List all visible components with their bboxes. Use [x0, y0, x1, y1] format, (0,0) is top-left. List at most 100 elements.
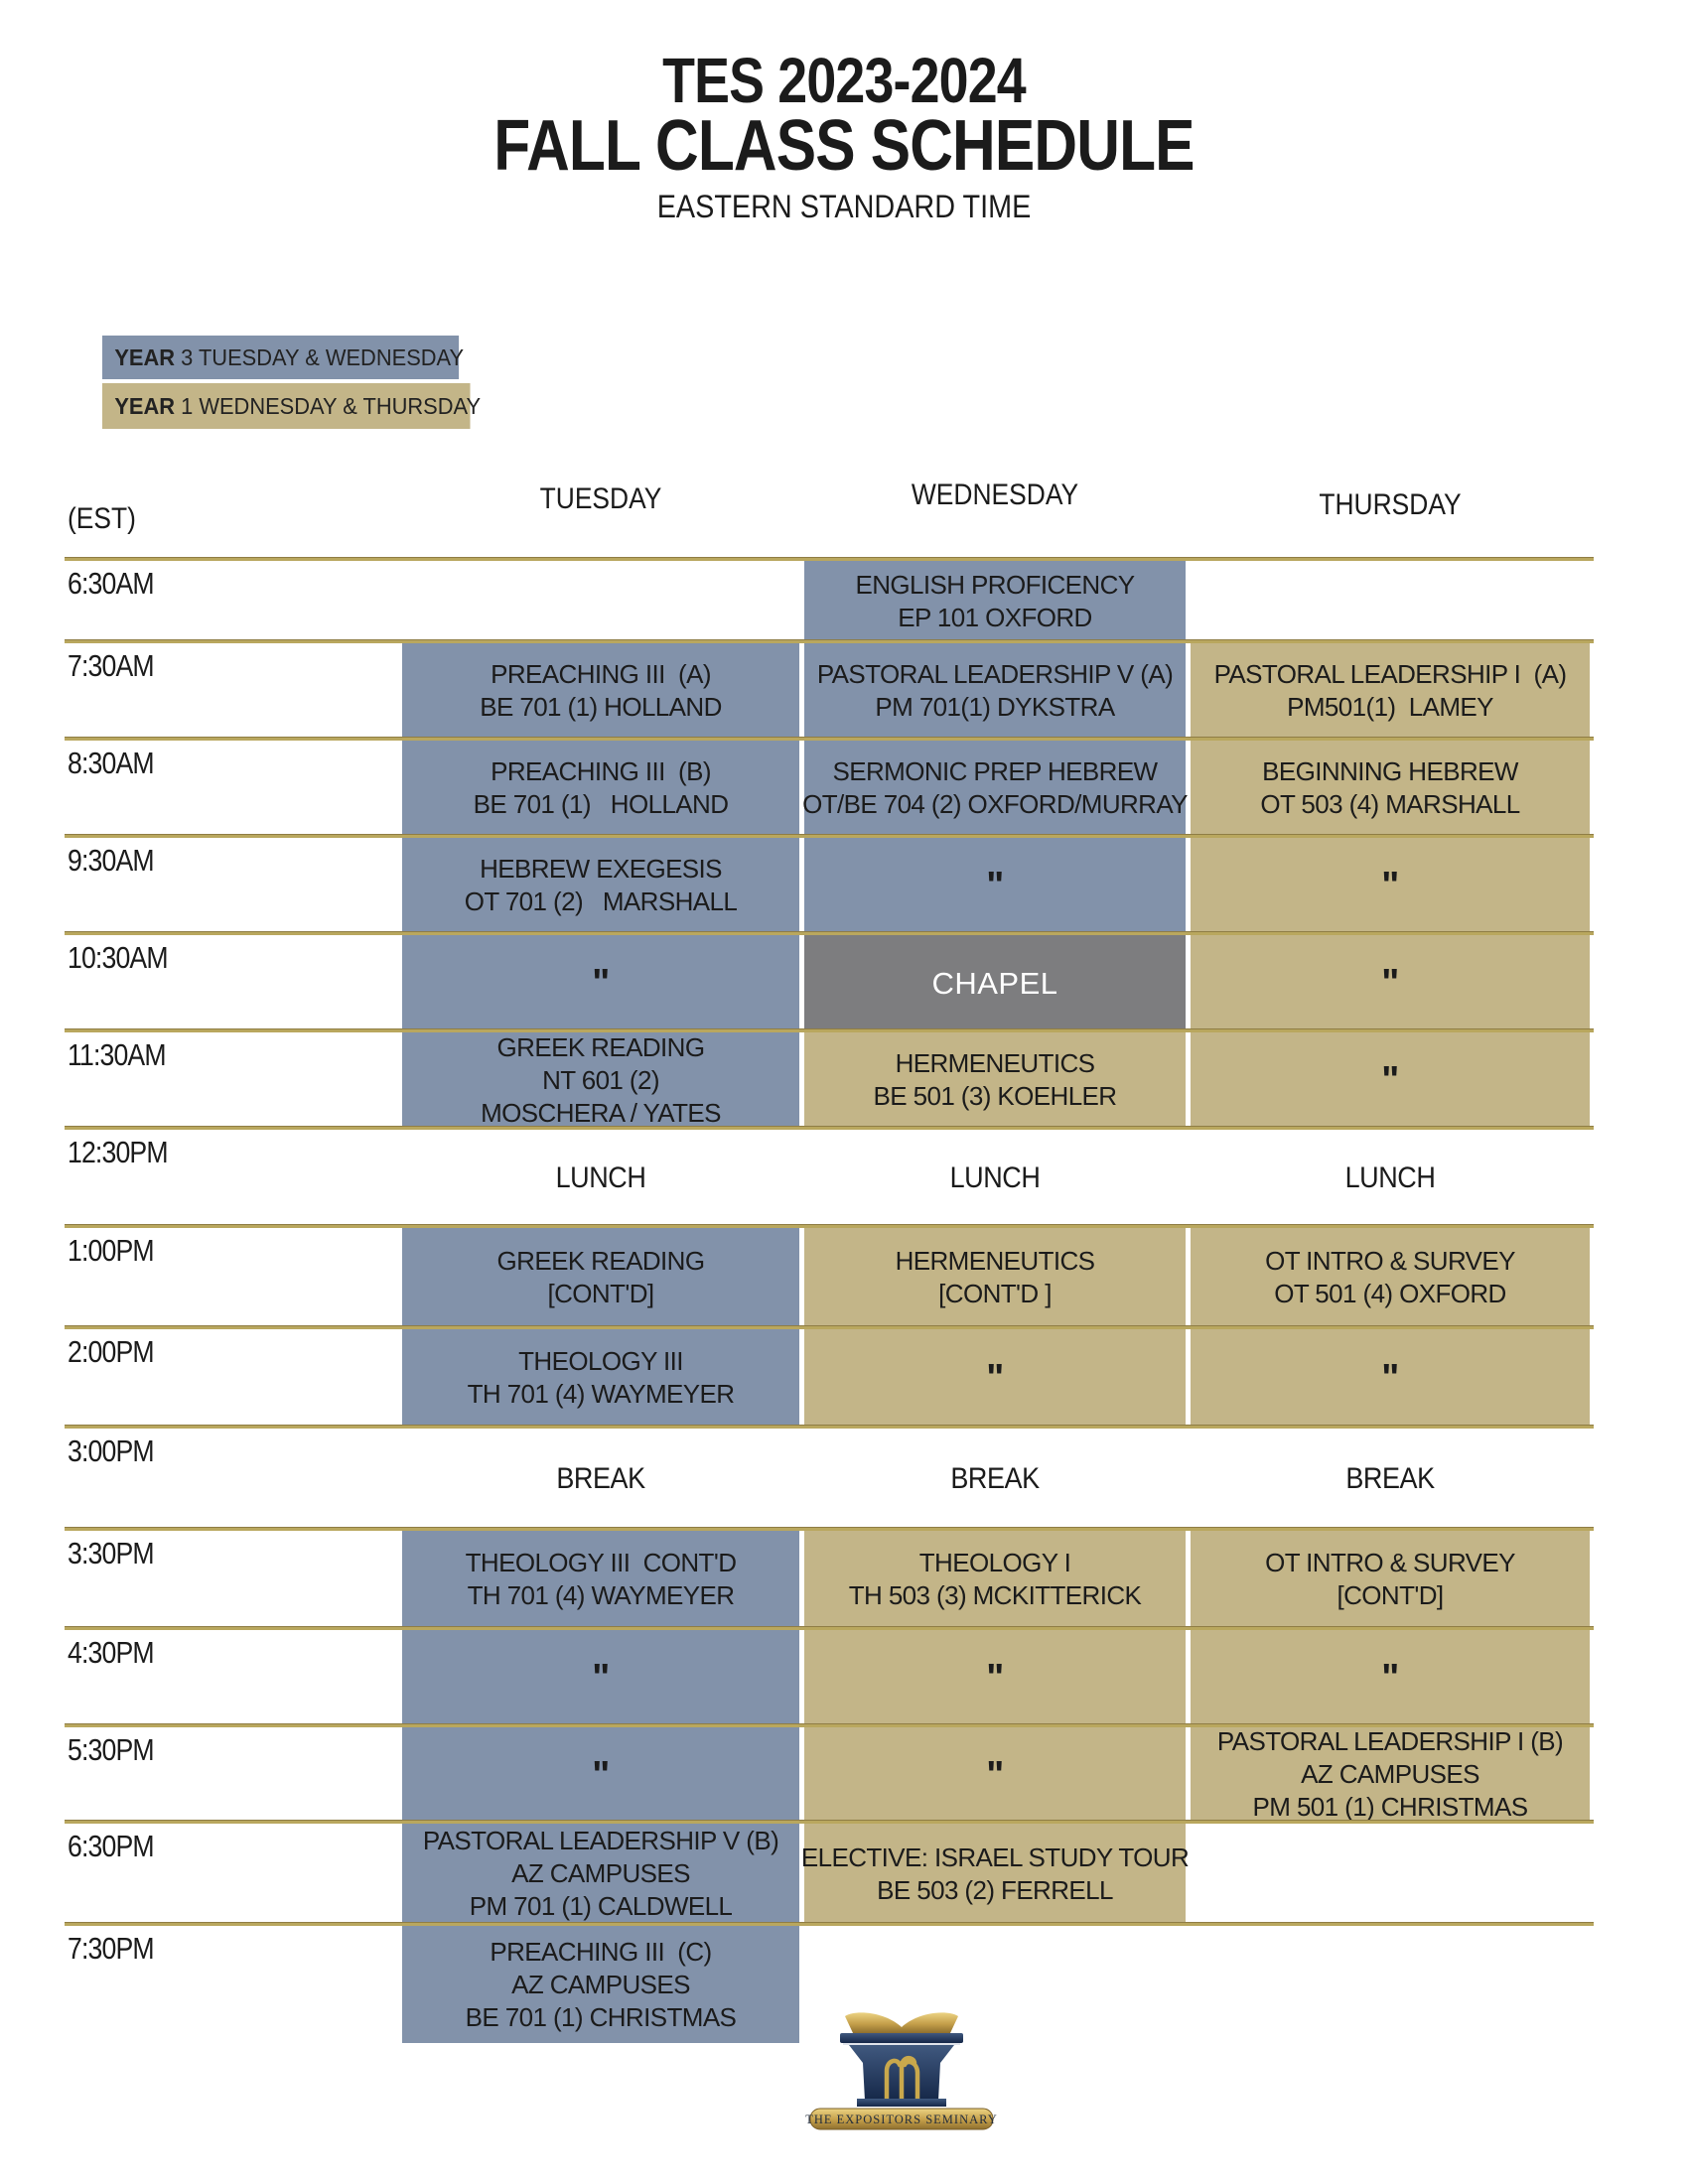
schedule-title-line2: FALL CLASS SCHEDULE: [493, 106, 1195, 186]
cell-line: PASTORAL LEADERSHIP I (B): [1216, 1726, 1564, 1756]
grid-line: [65, 1626, 1594, 1630]
cell-line: THEOLOGY III: [518, 1346, 683, 1376]
time-label: 7:30AM: [68, 648, 155, 683]
time-label: 1:00PM: [68, 1233, 155, 1268]
open-book-icon: [845, 2012, 958, 2033]
lunch-label: LUNCH: [422, 1130, 779, 1226]
cell-line: ": [1381, 1357, 1399, 1399]
cell-line: PM 501 (1) CHRISTMAS: [1252, 1792, 1529, 1822]
seminary-logo: THE EXPOSITORS SEMINARY: [805, 2012, 998, 2130]
time-label: 12:30PM: [68, 1135, 169, 1169]
schedule-cell: THEOLOGY III TH 701 (4) WAYMEYER: [402, 1329, 799, 1427]
cell-line: BE 503 (2) FERRELL: [877, 1874, 1113, 1905]
cell-line: THEOLOGY III CONT'D: [465, 1548, 737, 1577]
cell-line: BREAK: [556, 1462, 645, 1495]
schedule-cell: OT INTRO & SURVEY [CONT'D]: [1191, 1531, 1590, 1628]
cell-line: HERMENEUTICS: [895, 1048, 1095, 1078]
cell-line: PREACHING III (A): [491, 659, 711, 689]
grid-line: [65, 834, 1594, 838]
cell-line: PASTORAL LEADERSHIP I (A): [1213, 659, 1567, 689]
cell-line: ": [1381, 962, 1399, 1004]
cell-line: AZ CAMPUSES: [511, 1858, 690, 1888]
schedule-cell: HEBREW EXEGESIS OT 701 (2) MARSHALL: [402, 838, 799, 933]
cell-line: ": [1381, 1657, 1399, 1699]
legend-year1-bold: YEAR: [114, 392, 176, 419]
cell-line: ": [592, 962, 610, 1004]
time-label: 3:30PM: [68, 1536, 155, 1570]
cell-line: [CONT'D]: [547, 1279, 654, 1308]
schedule-cell: SERMONIC PREP HEBREW OT/BE 704 (2) OXFORD…: [802, 741, 1189, 836]
schedule-cell: ": [804, 1329, 1186, 1427]
cell-line: BE 701 (1) CHRISTMAS: [465, 2001, 737, 2032]
cell-line: OT 501 (4) OXFORD: [1274, 1279, 1506, 1308]
cell-line: ": [592, 1657, 610, 1699]
podium-top: [840, 2033, 963, 2043]
schedule-cell: PREACHING III (B) BE 701 (1) HOLLAND: [402, 741, 799, 836]
grid-line: [65, 1325, 1594, 1329]
time-label: 4:30PM: [68, 1635, 155, 1670]
cell-line: OT INTRO & SURVEY: [1265, 1548, 1515, 1577]
cell-line: OT INTRO & SURVEY: [1265, 1246, 1515, 1276]
time-label: 9:30AM: [68, 843, 155, 878]
cell-line: GREEK READING: [496, 1031, 706, 1062]
cell-line: LUNCH: [555, 1161, 646, 1194]
cell-line: HEBREW EXEGESIS: [480, 854, 722, 884]
legend-year1: YEAR 1 WEDNESDAY & THURSDAY: [102, 383, 481, 429]
time-label: 6:30PM: [68, 1829, 155, 1863]
cell-line: ELECTIVE: ISRAEL STUDY TOUR: [800, 1842, 1190, 1872]
crosier-emblem: [884, 2056, 920, 2102]
schedule-cell: OT INTRO & SURVEY OT 501 (4) OXFORD: [1191, 1228, 1590, 1327]
cell-line: PASTORAL LEADERSHIP V (A): [816, 659, 1174, 689]
schedule-cell: ": [804, 838, 1186, 933]
cell-line: PM501(1) LAMEY: [1287, 692, 1493, 722]
schedule-cell: HERMENEUTICS BE 501 (3) KOEHLER: [804, 1032, 1186, 1128]
cell-line: ": [986, 865, 1004, 906]
time-label: 8:30AM: [68, 746, 155, 780]
cell-line: TH 701 (4) WAYMEYER: [467, 1379, 735, 1409]
lunch-label: LUNCH: [823, 1130, 1167, 1226]
cell-line: OT 701 (2) MARSHALL: [464, 887, 738, 916]
cell-line: BREAK: [1345, 1462, 1435, 1495]
column-header-wednesday: WEDNESDAY: [911, 478, 1079, 511]
schedule-cell: PASTORAL LEADERSHIP I (B) AZ CAMPUSES PM 5…: [1191, 1726, 1590, 1822]
cell-line: PM 701(1) DYKSTRA: [875, 692, 1115, 722]
time-label: 2:00PM: [68, 1334, 155, 1369]
cell-line: PREACHING III (B): [491, 756, 711, 786]
cell-line: AZ CAMPUSES: [1301, 1759, 1479, 1789]
logo-banner: [809, 2108, 994, 2130]
grid-line: [65, 1028, 1594, 1032]
cell-line: OT 503 (4) MARSHALL: [1260, 789, 1520, 819]
schedule-cell: ": [804, 1727, 1186, 1822]
schedule-cell: THEOLOGY III CONT'D TH 701 (4) WAYMEYER: [402, 1531, 799, 1628]
cell-line: BE 701 (1) HOLLAND: [480, 692, 722, 722]
cell-line: LUNCH: [949, 1161, 1041, 1194]
schedule-cell: GREEK READING [CONT'D]: [402, 1228, 799, 1327]
cell-line: PREACHING III (C): [490, 1936, 712, 1967]
break-label: BREAK: [823, 1429, 1167, 1529]
cell-line: ": [986, 1657, 1004, 1699]
schedule-cell: PASTORAL LEADERSHIP I (A) PM501(1) LAMEY: [1191, 643, 1590, 739]
cell-line: TH 503 (3) MCKITTERICK: [848, 1580, 1142, 1610]
grid-line: [65, 931, 1594, 935]
podium-base: [857, 2099, 946, 2107]
cell-line: ": [986, 1357, 1004, 1399]
schedule-title-line1: TES 2023-2024: [662, 45, 1027, 116]
cell-line: TH 701 (4) WAYMEYER: [467, 1580, 735, 1610]
time-label: 7:30PM: [68, 1931, 155, 1966]
schedule-cell: HERMENEUTICS [CONT'D ]: [804, 1228, 1186, 1327]
timezone-subtitle: EASTERN STANDARD TIME: [656, 189, 1032, 224]
time-label: 11:30AM: [68, 1037, 167, 1072]
cell-line: [CONT'D ]: [938, 1279, 1052, 1308]
cell-line: HERMENEUTICS: [895, 1246, 1095, 1276]
grid-line: [65, 1723, 1594, 1727]
break-label: BREAK: [1210, 1429, 1570, 1529]
logo-banner-text: THE EXPOSITORS SEMINARY: [805, 2113, 998, 2126]
grid-line: [65, 557, 1594, 561]
cell-line: ": [986, 1753, 1004, 1796]
schedule-cell: PASTORAL LEADERSHIP V (A) PM 701(1) DYKST…: [804, 643, 1186, 739]
schedule-cell: ": [1191, 1329, 1590, 1427]
cell-line: BE 701 (1) HOLLAND: [473, 789, 729, 819]
cell-line: [CONT'D]: [1336, 1580, 1444, 1610]
time-label: 5:30PM: [68, 1732, 155, 1767]
grid-line: [65, 1922, 1594, 1926]
